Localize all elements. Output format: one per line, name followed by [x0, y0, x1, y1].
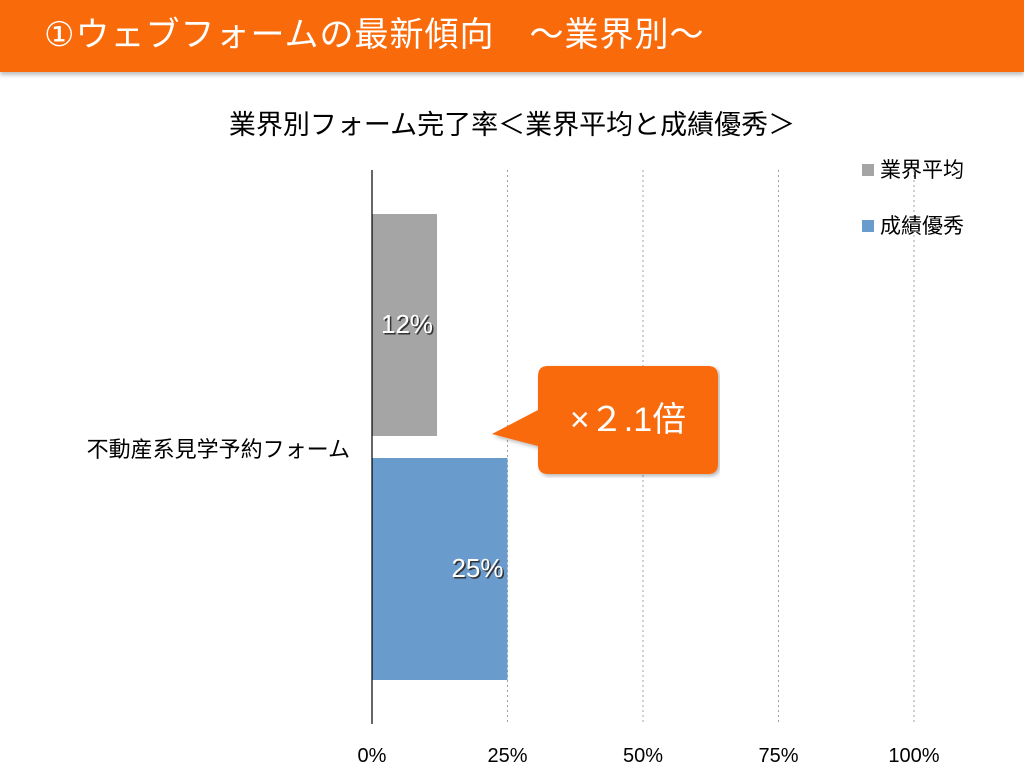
header-bar: ①ウェブフォームの最新傾向 ～業界別～ — [0, 0, 1024, 72]
data-label: 12% — [381, 309, 433, 339]
callout-bubble — [492, 366, 718, 474]
callout-label: ×２.1倍 — [569, 401, 687, 439]
x-tick-label: 25% — [487, 745, 527, 767]
data-label: 25% — [451, 553, 503, 583]
page-title: ①ウェブフォームの最新傾向 ～業界別～ — [44, 15, 705, 55]
ratio-callout: ×２.1倍 — [490, 364, 720, 478]
legend-label: 成績優秀 — [880, 214, 964, 238]
x-tick-label: 75% — [758, 745, 798, 767]
data-label-shadow: 25% — [453, 555, 505, 585]
callout-shape — [492, 366, 718, 474]
x-tick-label: 50% — [623, 745, 663, 767]
x-tick-label: 0% — [358, 745, 387, 767]
category-label: 不動産系見学予約フォーム — [87, 438, 350, 463]
x-tick-label: 100% — [888, 745, 939, 767]
data-label-shadow: 12% — [382, 311, 434, 341]
legend-swatch — [862, 220, 874, 232]
bar-top-performer — [372, 458, 508, 680]
chart-title: 業界別フォーム完了率＜業界平均と成績優秀＞ — [228, 110, 796, 141]
legend-swatch — [862, 164, 874, 176]
legend-label: 業界平均 — [880, 158, 964, 182]
bar-industry-average — [372, 214, 438, 436]
